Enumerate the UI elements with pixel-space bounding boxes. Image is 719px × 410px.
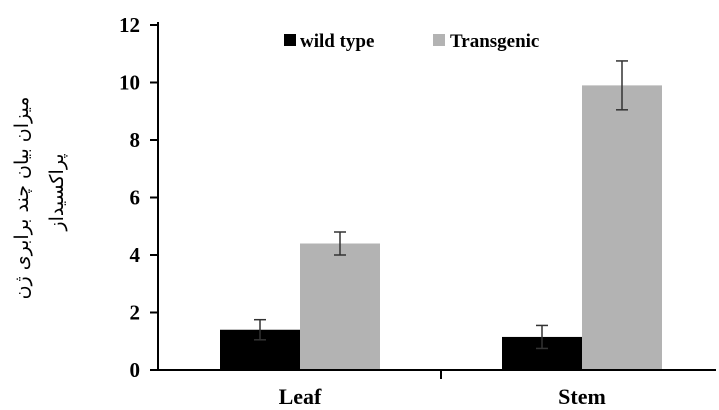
error-bars	[254, 60, 628, 350]
y-tick-label-6: 6	[130, 186, 141, 210]
legend-label-transgenic: Transgenic	[450, 31, 539, 52]
y-tick-label-12: 12	[119, 13, 140, 37]
category-label-stem: Stem	[558, 384, 606, 409]
y-tick-label-2: 2	[130, 301, 141, 325]
y-tick-label-4: 4	[130, 243, 141, 267]
y-axis-ticks: 0 2 4 6 8 10 12	[119, 13, 158, 382]
bars	[220, 85, 662, 370]
category-label-leaf: Leaf	[279, 384, 322, 409]
y-axis-title-line-1: میزان بیان چند برابری ژن	[11, 97, 33, 300]
y-tick-label-0: 0	[130, 358, 141, 382]
legend: wild type Transgenic	[284, 31, 539, 52]
y-axis-title-line-2: پراکسیداز	[46, 153, 68, 231]
legend-label-wild-type: wild type	[300, 31, 374, 52]
bar-leaf-transgenic	[300, 243, 380, 370]
bar-stem-transgenic	[582, 85, 662, 370]
legend-swatch-wild-type	[284, 34, 296, 46]
legend-swatch-transgenic	[433, 34, 445, 46]
y-tick-label-10: 10	[119, 71, 140, 95]
y-tick-label-8: 8	[130, 128, 141, 152]
